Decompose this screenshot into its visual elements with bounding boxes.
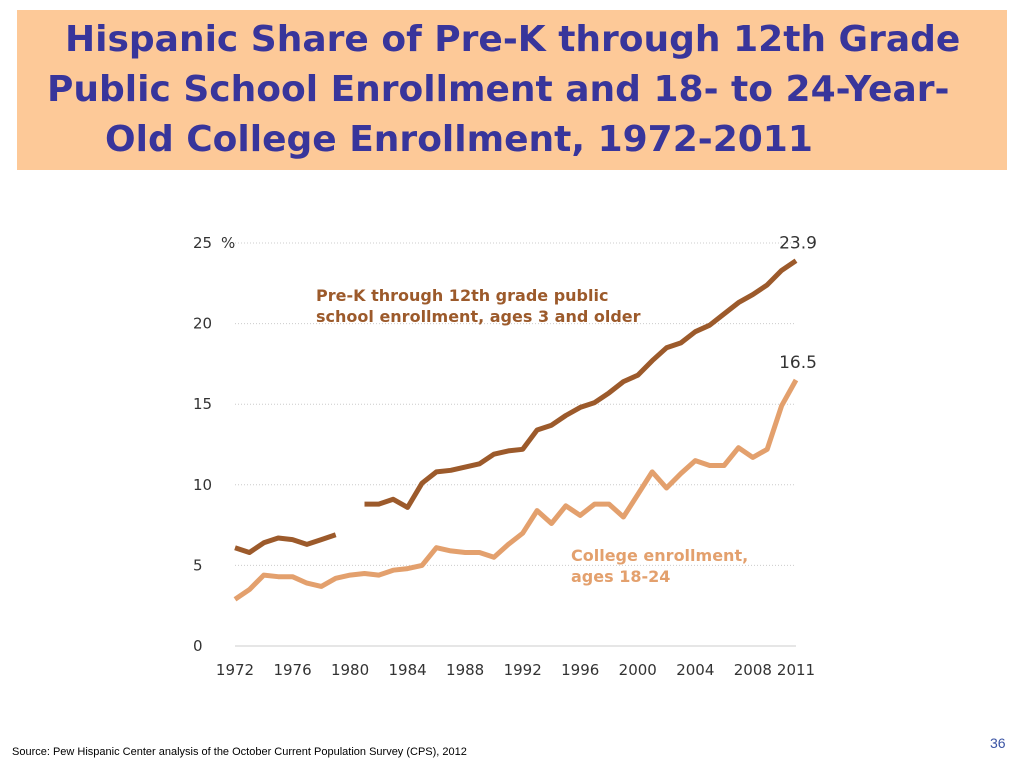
- prek-series-label-line-2: school enrollment, ages 3 and older: [316, 307, 641, 326]
- title-line-3: Old College Enrollment, 1972-2011: [105, 119, 813, 160]
- grid-layer: [235, 242, 796, 647]
- title-line-1: Hispanic Share of Pre-K through 12th Gra…: [65, 19, 961, 60]
- college-series-label-line-2: ages 18-24: [571, 567, 670, 586]
- y-tick-label-0: 0: [193, 637, 203, 655]
- x-tick-label-1988: 1988: [446, 661, 484, 679]
- x-tick-label-1992: 1992: [504, 661, 542, 679]
- title-line-2: Public School Enrollment and 18- to 24-Y…: [47, 69, 950, 110]
- y-unit-label: %: [221, 234, 235, 252]
- college-end-value-label: 16.5: [779, 353, 817, 373]
- page-number: 36: [990, 735, 1006, 751]
- x-tick-label-1976: 1976: [273, 661, 311, 679]
- title-banner: Hispanic Share of Pre-K through 12th Gra…: [17, 10, 1007, 170]
- prek-series-line-1: [364, 258, 798, 510]
- series-layer: [233, 258, 799, 602]
- label-layer: 23.9 16.5 Pre-K through 12th grade public s…: [316, 234, 817, 586]
- prek-series-line-0: [234, 532, 337, 555]
- source-note: Source: Pew Hispanic Center analysis of …: [12, 746, 467, 758]
- x-tick-label-1980: 1980: [331, 661, 369, 679]
- axis-layer: 25 % 20 15 10 5 0 1972 1976 1980 1984 1988 1992 1996 2…: [193, 234, 815, 679]
- x-tick-label-1984: 1984: [389, 661, 427, 679]
- y-tick-label-5: 5: [193, 556, 203, 574]
- x-tick-label-2008: 2008: [734, 661, 772, 679]
- prek-series-label-line-1: Pre-K through 12th grade public: [316, 286, 608, 305]
- y-tick-label-25: 25: [193, 234, 212, 252]
- x-tick-label-2000: 2000: [619, 661, 657, 679]
- y-tick-label-15: 15: [193, 395, 212, 413]
- y-tick-label-20: 20: [193, 315, 212, 333]
- x-tick-label-2004: 2004: [676, 661, 714, 679]
- prek-end-value-label: 23.9: [779, 234, 817, 254]
- x-tick-label-1996: 1996: [561, 661, 599, 679]
- college-series-line-0: [233, 378, 799, 602]
- x-tick-label-1972: 1972: [216, 661, 254, 679]
- x-tick-label-2011: 2011: [777, 661, 815, 679]
- y-tick-label-10: 10: [193, 476, 212, 494]
- college-series-label-line-1: College enrollment,: [571, 546, 748, 565]
